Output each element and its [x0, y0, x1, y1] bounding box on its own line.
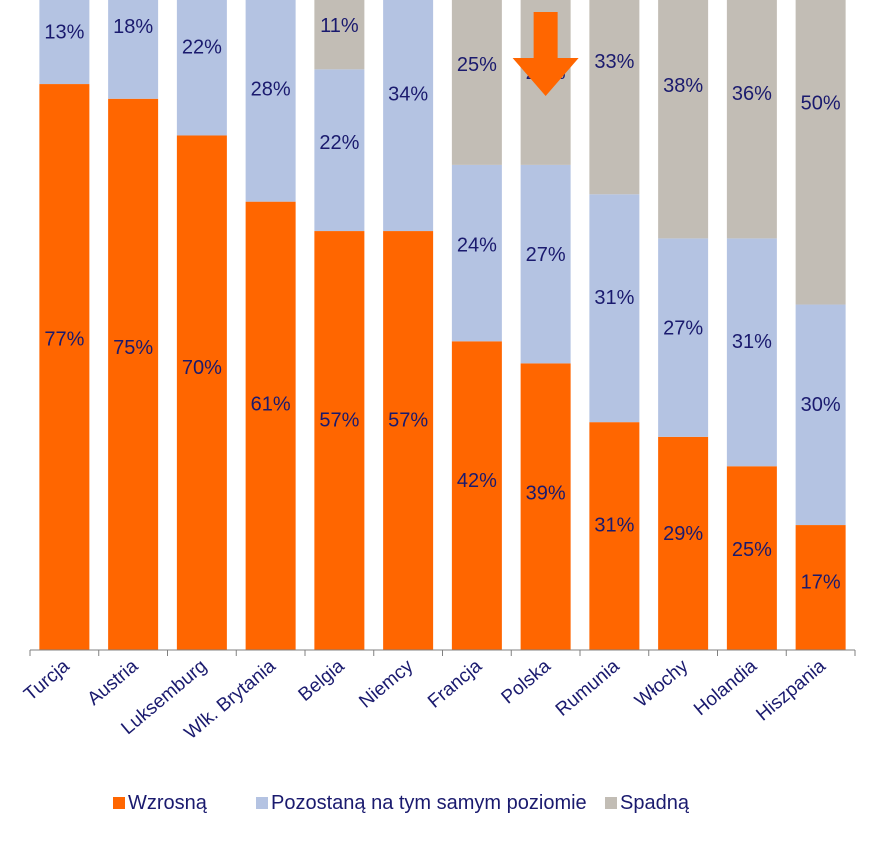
label-same-polska: 27% — [526, 244, 566, 266]
bar-same-rumunia — [589, 194, 640, 423]
bar-same-wlochy — [658, 238, 709, 437]
bar-same-belgia — [314, 69, 365, 232]
bars-layer — [39, 0, 846, 651]
label-same-rumunia: 31% — [594, 287, 634, 309]
bar-rise-polska — [520, 363, 571, 650]
legend-swatch-rise — [113, 797, 125, 809]
label-same-luksemburg: 22% — [182, 37, 222, 59]
label-rise-belgia: 57% — [319, 410, 359, 432]
bar-rise-niemcy — [383, 231, 434, 651]
label-same-austria: 18% — [113, 16, 153, 38]
label-same-niemcy: 34% — [388, 84, 428, 106]
label-fall-hiszpania: 50% — [801, 92, 841, 114]
label-rise-turcja: 77% — [44, 329, 84, 351]
tick-label-hiszpania: Hiszpania — [752, 655, 830, 725]
label-fall-holandia: 36% — [732, 83, 772, 105]
tick-label-belgia: Belgia — [295, 655, 349, 705]
bar-same-polska — [520, 164, 571, 364]
label-fall-belgia: 11% — [320, 15, 359, 37]
bar-same-niemcy — [383, 0, 434, 232]
bar-rise-holandia — [726, 466, 777, 650]
legend-label-fall: Spadną — [620, 792, 690, 814]
label-fall-francja: 25% — [457, 54, 497, 76]
label-same-wlochy: 27% — [663, 318, 703, 340]
bar-rise-belgia — [314, 231, 365, 651]
label-rise-holandia: 25% — [732, 539, 772, 561]
label-rise-austria: 75% — [113, 337, 153, 359]
label-same-belgia: 22% — [319, 132, 359, 154]
bar-rise-rumunia — [589, 422, 640, 650]
label-same-wlk-brytania: 28% — [251, 78, 291, 100]
tick-label-holandia: Holandia — [690, 655, 761, 720]
label-rise-niemcy: 57% — [388, 410, 428, 432]
bar-same-hiszpania — [795, 304, 846, 526]
tick-label-wlochy: Włochy — [631, 655, 693, 711]
bar-fall-rumunia — [589, 0, 640, 195]
bar-same-wlk-brytania — [245, 0, 296, 202]
legend-swatch-fall — [605, 797, 617, 809]
tick-label-rumunia: Rumunia — [552, 655, 624, 720]
tick-label-polska: Polska — [498, 655, 556, 708]
bar-rise-austria — [108, 98, 159, 650]
tick-label-niemcy: Niemcy — [355, 655, 417, 712]
label-fall-rumunia: 33% — [594, 51, 634, 73]
bar-fall-holandia — [726, 0, 777, 239]
bar-fall-hiszpania — [795, 0, 846, 305]
legend-swatch-same — [256, 797, 268, 809]
down-arrow-icon — [512, 12, 579, 96]
label-rise-polska: 39% — [526, 482, 566, 504]
bar-rise-wlochy — [658, 436, 709, 650]
bar-rise-hiszpania — [795, 525, 846, 650]
bar-same-turcja — [39, 0, 90, 85]
bar-same-francja — [451, 164, 502, 342]
bar-fall-wlochy — [658, 0, 709, 239]
legend-label-rise: Wzrosną — [128, 792, 208, 814]
x-axis — [29, 649, 856, 656]
label-same-turcja: 13% — [44, 21, 84, 43]
bar-fall-francja — [451, 0, 502, 165]
bar-rise-luksemburg — [176, 135, 227, 650]
bar-same-luksemburg — [176, 0, 227, 136]
label-fall-wlochy: 38% — [663, 75, 703, 97]
bar-fall-belgia — [314, 0, 365, 70]
bar-rise-turcja — [39, 84, 90, 651]
label-rise-luksemburg: 70% — [182, 357, 222, 379]
bar-same-holandia — [726, 238, 777, 467]
tick-label-turcja: Turcja — [20, 655, 74, 705]
legend-label-same: Pozostaną na tym samym poziomie — [271, 792, 587, 814]
bar-rise-wlk-brytania — [245, 201, 296, 650]
label-rise-francja: 42% — [457, 470, 497, 492]
label-rise-wlochy: 29% — [663, 523, 703, 545]
tick-label-austria: Austria — [84, 655, 143, 709]
tick-label-francja: Francja — [424, 655, 486, 712]
label-rise-rumunia: 31% — [594, 515, 634, 537]
label-rise-wlk-brytania: 61% — [251, 393, 291, 415]
label-same-francja: 24% — [457, 234, 497, 256]
bar-rise-francja — [451, 341, 502, 650]
label-same-hiszpania: 30% — [801, 394, 841, 416]
segment-labels-layer: 77%13%5%75%18%1%70%22%4%61%28%6%57%22%11… — [44, 15, 841, 593]
label-same-holandia: 31% — [732, 331, 772, 353]
bar-same-austria — [108, 0, 159, 99]
highlight-marker — [512, 12, 579, 96]
legend: Wzrosną Pozostaną na tym samym poziomie Sp… — [113, 792, 690, 814]
label-rise-hiszpania: 17% — [801, 571, 841, 593]
